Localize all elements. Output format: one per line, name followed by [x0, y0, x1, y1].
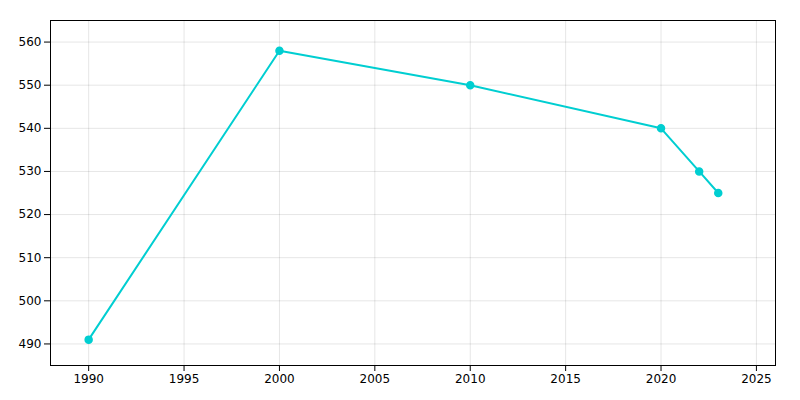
svg-text:550: 550: [19, 78, 42, 92]
svg-text:2020: 2020: [646, 372, 677, 386]
svg-text:2000: 2000: [264, 372, 295, 386]
svg-text:520: 520: [19, 207, 42, 221]
svg-text:500: 500: [19, 294, 42, 308]
svg-text:1990: 1990: [73, 372, 104, 386]
svg-text:490: 490: [19, 337, 42, 351]
svg-text:1995: 1995: [169, 372, 200, 386]
svg-text:2010: 2010: [455, 372, 486, 386]
svg-text:2025: 2025: [741, 372, 772, 386]
svg-text:510: 510: [19, 251, 42, 265]
svg-text:2005: 2005: [360, 372, 391, 386]
svg-text:560: 560: [19, 35, 42, 49]
svg-text:530: 530: [19, 164, 42, 178]
svg-text:540: 540: [19, 121, 42, 135]
svg-text:2015: 2015: [550, 372, 581, 386]
